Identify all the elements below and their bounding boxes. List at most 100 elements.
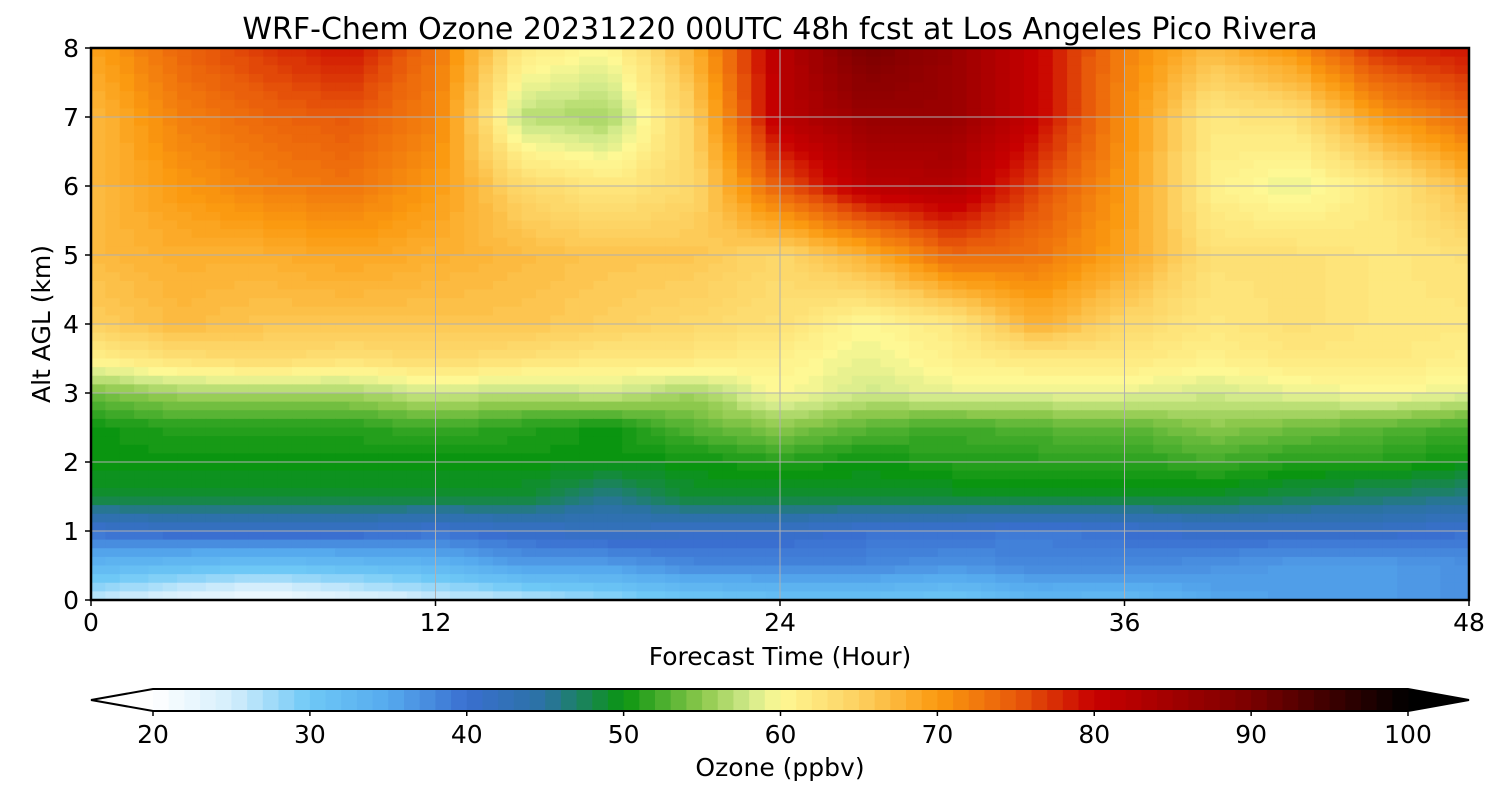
heatmap-cell [91, 289, 106, 299]
heatmap-cell [794, 332, 810, 342]
heatmap-cell [119, 65, 135, 75]
heatmap-cell [1296, 151, 1312, 161]
heatmap-cell [234, 401, 250, 411]
heatmap-cell [1440, 384, 1456, 394]
heatmap-cell [679, 487, 695, 498]
heatmap-cell [1354, 73, 1370, 84]
heatmap-cell [1196, 177, 1212, 187]
heatmap-cell [966, 108, 982, 118]
heatmap-cell [550, 73, 566, 84]
heatmap-cell [335, 194, 350, 204]
heatmap-cell [1196, 117, 1212, 127]
heatmap-cell [1397, 462, 1413, 472]
heatmap-cell [923, 237, 939, 247]
heatmap-cell [1296, 341, 1312, 351]
heatmap-cell [277, 229, 293, 239]
heatmap-cell [550, 134, 566, 144]
heatmap-cell [808, 298, 824, 308]
heatmap-cell [248, 237, 264, 247]
heatmap-cell [1296, 470, 1312, 480]
heatmap-cell [119, 48, 135, 58]
heatmap-cell [1095, 65, 1111, 75]
heatmap-cell [1268, 194, 1283, 204]
heatmap-cell [1411, 56, 1427, 66]
heatmap-cell [449, 220, 465, 230]
heatmap-cell [306, 401, 322, 411]
heatmap-cell [909, 263, 925, 273]
heatmap-cell [306, 280, 322, 291]
heatmap-cell [909, 203, 925, 213]
heatmap-cell [535, 349, 551, 360]
heatmap-cell [1411, 99, 1427, 109]
heatmap-cell [119, 280, 135, 291]
heatmap-cell [1296, 272, 1312, 282]
heatmap-cell [1382, 177, 1398, 187]
heatmap-cell [937, 220, 953, 230]
heatmap-cell [1196, 436, 1212, 446]
heatmap-cell [866, 410, 882, 420]
heatmap-cell [162, 237, 178, 247]
heatmap-cell [693, 91, 709, 101]
heatmap-cell [134, 246, 150, 256]
heatmap-cell [234, 229, 250, 239]
heatmap-cell [751, 220, 767, 230]
heatmap-cell [1210, 324, 1226, 334]
heatmap-cell [1081, 315, 1097, 325]
heatmap-cell [220, 48, 236, 58]
heatmap-cell [1440, 160, 1456, 170]
heatmap-cell [148, 73, 164, 84]
heatmap-cell [478, 427, 494, 437]
heatmap-cell [1354, 470, 1370, 480]
heatmap-cell [823, 168, 839, 178]
heatmap-cell [765, 211, 781, 222]
heatmap-cell [780, 229, 795, 239]
heatmap-cell [335, 393, 350, 403]
heatmap-cell [91, 211, 106, 222]
heatmap-cell [736, 280, 752, 291]
heatmap-cell [406, 48, 422, 58]
heatmap-cell [1095, 255, 1111, 265]
heatmap-cell [134, 341, 150, 351]
heatmap-cell [823, 324, 839, 334]
heatmap-cell [851, 324, 867, 334]
heatmap-cell [708, 436, 724, 446]
heatmap-cell [765, 194, 781, 204]
heatmap-cell [1311, 220, 1327, 230]
heatmap-cell [1253, 358, 1269, 368]
heatmap-cell [392, 358, 408, 368]
heatmap-cell [909, 211, 925, 222]
heatmap-cell [291, 108, 307, 118]
heatmap-cell [1368, 487, 1384, 498]
heatmap-cell [148, 229, 164, 239]
heatmap-cell [320, 479, 336, 489]
heatmap-cell [995, 151, 1011, 161]
heatmap-cell [693, 341, 709, 351]
heatmap-cell [808, 324, 824, 334]
heatmap-cell [937, 151, 953, 161]
heatmap-cell [693, 108, 709, 118]
heatmap-cell [736, 134, 752, 144]
heatmap-cell [277, 203, 293, 213]
heatmap-cell [349, 134, 365, 144]
heatmap-cell [406, 289, 422, 299]
heatmap-cell [177, 160, 193, 170]
heatmap-cell [1440, 479, 1456, 489]
heatmap-cell [1282, 289, 1298, 299]
heatmap-cell [808, 168, 824, 178]
heatmap-cell [134, 91, 150, 101]
heatmap-cell [349, 418, 365, 429]
heatmap-cell [966, 298, 982, 308]
heatmap-cell [220, 341, 236, 351]
heatmap-cell [909, 487, 925, 498]
heatmap-cell [1167, 99, 1183, 109]
heatmap-cell [923, 324, 939, 334]
heatmap-cell [1454, 367, 1470, 377]
heatmap-cell [866, 401, 882, 411]
heatmap-cell [91, 48, 106, 58]
heatmap-cell [622, 306, 638, 316]
heatmap-cell [622, 487, 638, 498]
heatmap-cell [1153, 367, 1169, 377]
heatmap-cell [1153, 341, 1169, 351]
heatmap-cell [837, 324, 853, 334]
heatmap-cell [550, 186, 566, 196]
